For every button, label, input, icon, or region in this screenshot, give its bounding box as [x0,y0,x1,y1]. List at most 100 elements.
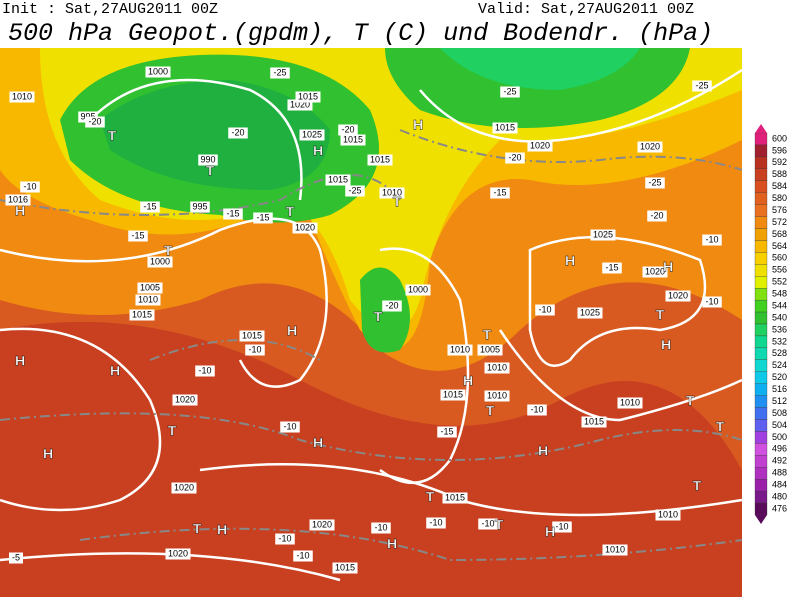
contour-label: 1010 [450,344,470,354]
label-box [367,154,393,166]
pressure-center: H [287,323,297,339]
contour-label: -20 [88,116,101,126]
colorbar-label: 532 [772,336,787,346]
contour-label: -25 [695,80,708,90]
label-box [442,492,468,504]
colorbar-label: 572 [772,217,787,227]
pressure-center: H [663,259,673,275]
colorbar-cell [754,288,768,301]
pressure-center: T [168,423,177,439]
colorbar-cell [754,144,768,158]
label-box [85,116,105,128]
colorbar-label: 544 [772,300,787,310]
pressure-center: T [693,478,702,494]
colorbar-label: 528 [772,348,787,358]
contour-label: 1020 [168,548,188,558]
colorbar-cell [754,299,768,313]
contour-label: -20 [508,152,521,162]
pressure-center: H [565,253,575,269]
contour-label: 1025 [580,307,600,317]
pressure-center: H [110,363,120,379]
label-box [325,174,351,186]
contour-label: -15 [605,262,618,272]
colorbar-label: 480 [772,491,787,501]
colorbar-cell [754,443,768,456]
contour-label: -25 [348,185,361,195]
contour-label: 1015 [343,134,363,144]
colorbar-label: 496 [772,444,787,454]
contour-label: 1020 [530,140,550,150]
colorbar-label: 508 [772,408,787,418]
colorbar-label: 476 [772,503,787,513]
label-box [492,122,518,134]
contour-label: 1016 [8,194,28,204]
colorbar-label: 596 [772,145,787,155]
pressure-center: H [413,117,423,133]
colorbar-cell [754,502,768,516]
contour-label: 1015 [584,416,604,426]
label-box [172,394,198,406]
colorbar-cell [754,192,768,205]
label-box [535,304,555,316]
label-box [295,91,321,103]
contour-label: 1020 [295,222,315,232]
contour-label: -10 [374,522,387,532]
label-box [198,154,218,166]
label-box [223,208,243,220]
label-box [478,518,498,530]
pressure-center: H [313,435,323,451]
label-box [645,177,665,189]
contour-label: 1015 [242,330,262,340]
label-box [147,256,173,268]
colorbar-label: 580 [772,193,787,203]
contour-label: 1010 [138,294,158,304]
contour-label: -10 [23,181,36,191]
colorbar-label: 500 [772,432,787,442]
contour-label: -20 [385,300,398,310]
contour-label: -15 [226,208,239,218]
pressure-center: T [426,489,435,505]
pressure-center: T [486,403,495,419]
colorbar-bottom-arrow [755,514,767,524]
pressure-center: H [15,353,25,369]
colorbar-label: 552 [772,277,787,287]
label-box [9,552,23,564]
label-box [637,141,663,153]
label-box [371,522,391,534]
label-box [484,362,510,374]
contour-label: -10 [705,234,718,244]
label-box [505,152,525,164]
colorbar-cell [754,347,768,360]
label-box [293,550,313,562]
contour-label: -5 [12,552,20,562]
colorbar-cell [754,204,768,217]
contour-label: 1015 [443,389,463,399]
contour-label: -15 [493,187,506,197]
label-box [5,194,31,206]
init-time: Init : Sat,27AUG2011 00Z [2,1,218,18]
contour-label: 1010 [605,544,625,554]
colorbar-label: 492 [772,456,787,466]
label-box [590,229,616,241]
pressure-center: H [545,524,555,540]
label-box [345,185,365,197]
colorbar-cell [754,264,768,277]
contour-label: 1020 [640,141,660,151]
label-box [692,80,712,92]
colorbar-cell [754,228,768,241]
colorbar-cell [754,371,768,384]
colorbar: 600 596 592 588 584 580 576 572 568 564 560 556 552 5… [754,124,787,524]
colorbar-top-arrow [755,124,767,134]
contour-label: -15 [131,230,144,240]
label-box [437,426,457,438]
label-box [527,404,547,416]
contour-label: 1005 [480,344,500,354]
pressure-center: H [15,203,25,219]
contour-label: 1005 [140,282,160,292]
contour-label: 1020 [312,519,332,529]
contour-label: 1010 [487,390,507,400]
colorbar-cell [754,455,768,468]
label-box [490,187,510,199]
colorbar-cell [754,180,768,193]
contour-label: -10 [248,344,261,354]
